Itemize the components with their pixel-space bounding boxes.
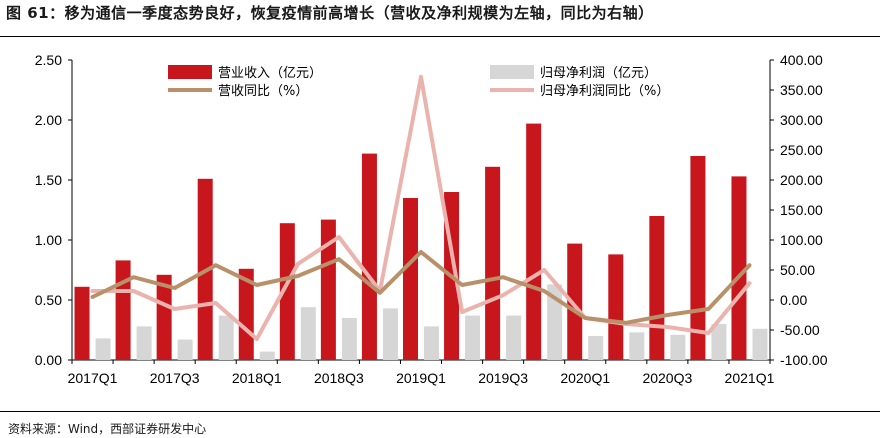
revenue-bar: [361, 153, 377, 360]
x-tick-label: 2021Q1: [725, 370, 775, 386]
revenue-bar: [156, 274, 172, 360]
revenue-bar: [115, 260, 131, 360]
right-tick-label: 200.00: [780, 172, 823, 188]
profit-bar: [629, 332, 645, 360]
legend-revenue-yoy-label: 营收同比（%）: [218, 84, 308, 99]
profit-bar: [177, 339, 193, 360]
right-tick-label: 0.00: [780, 292, 807, 308]
source-note: 资料来源：Wind，西部证券研发中心: [8, 422, 207, 436]
right-tick-label: 400.00: [780, 52, 823, 68]
profit-bar: [752, 328, 768, 360]
left-tick-label: 2.50: [35, 52, 62, 68]
right-tick-label: 100.00: [780, 232, 823, 248]
bars: [74, 123, 768, 360]
profit-bar: [424, 326, 439, 360]
legend-profit-swatch: [490, 65, 534, 79]
x-tick-label: 2019Q1: [396, 370, 446, 386]
profit-yoy-line: [90, 74, 752, 341]
revenue-bar: [238, 268, 254, 360]
revenue-bar: [320, 219, 336, 360]
profit-bar: [465, 315, 481, 360]
revenue-bar: [485, 166, 501, 360]
legend: 营业收入（亿元） 归母净利润（亿元） 营收同比（%） 归母净利润同比（%）: [168, 65, 669, 99]
legend-revenue-label: 营业收入（亿元）: [218, 66, 322, 81]
revenue-bar: [279, 223, 295, 360]
x-tick-label: 2020Q1: [560, 370, 610, 386]
profit-bar: [547, 284, 563, 360]
right-tick-label: 300.00: [780, 112, 823, 128]
profit-bar: [136, 326, 152, 360]
revenue-bar: [731, 176, 747, 360]
revenue-bar: [608, 254, 624, 360]
profit-bar: [670, 334, 686, 360]
profit-bar: [711, 324, 727, 360]
profit-bar: [341, 318, 357, 360]
x-tick-label: 2020Q3: [642, 370, 692, 386]
revenue-bar: [649, 216, 665, 360]
right-tick-label: 350.00: [780, 82, 823, 98]
right-tick-label: -50.00: [780, 322, 820, 338]
profit-bar: [300, 307, 316, 360]
right-tick-label: 150.00: [780, 202, 823, 218]
left-tick-label: 1.00: [35, 232, 62, 248]
profit-bar: [259, 351, 275, 360]
profit-bar: [95, 338, 111, 360]
legend-profit-label: 归母净利润（亿元）: [540, 66, 657, 81]
revenue-bar: [567, 243, 583, 360]
top-rule: [0, 36, 880, 37]
right-tick-label: -100.00: [780, 352, 828, 368]
left-tick-label: 0.50: [35, 292, 62, 308]
chart-title: 图 61：移为通信一季度态势良好，恢复疫情前高增长（营收及净利规模为左轴，同比为…: [6, 4, 654, 22]
revenue-bar: [526, 123, 542, 360]
x-tick-label: 2017Q1: [68, 370, 118, 386]
left-tick-label: 1.50: [35, 172, 62, 188]
revenue-bar: [74, 286, 90, 360]
lines: [90, 74, 752, 341]
right-tick-label: 50.00: [780, 262, 815, 278]
left-tick-label: 2.00: [35, 112, 62, 128]
axes: 0.00 0.50 1.00 1.50 2.00 2.50 -100.00 -50.00 0.0…: [35, 52, 828, 386]
x-tick-label: 2017Q3: [150, 370, 200, 386]
revenue-yoy-line: [90, 250, 752, 325]
profit-bar: [506, 315, 522, 360]
profit-bar: [218, 315, 234, 360]
bottom-rule: [0, 411, 880, 412]
right-tick-label: 250.00: [780, 142, 823, 158]
x-tick-label: 2019Q3: [478, 370, 528, 386]
revenue-bar: [403, 198, 418, 360]
x-tick-label: 2018Q3: [314, 370, 364, 386]
legend-profit-yoy-label: 归母净利润同比（%）: [540, 84, 669, 99]
profit-bar: [382, 308, 398, 360]
profit-bar: [588, 336, 604, 360]
left-tick-label: 0.00: [35, 352, 62, 368]
legend-revenue-swatch: [168, 65, 212, 79]
x-tick-label: 2018Q1: [232, 370, 282, 386]
